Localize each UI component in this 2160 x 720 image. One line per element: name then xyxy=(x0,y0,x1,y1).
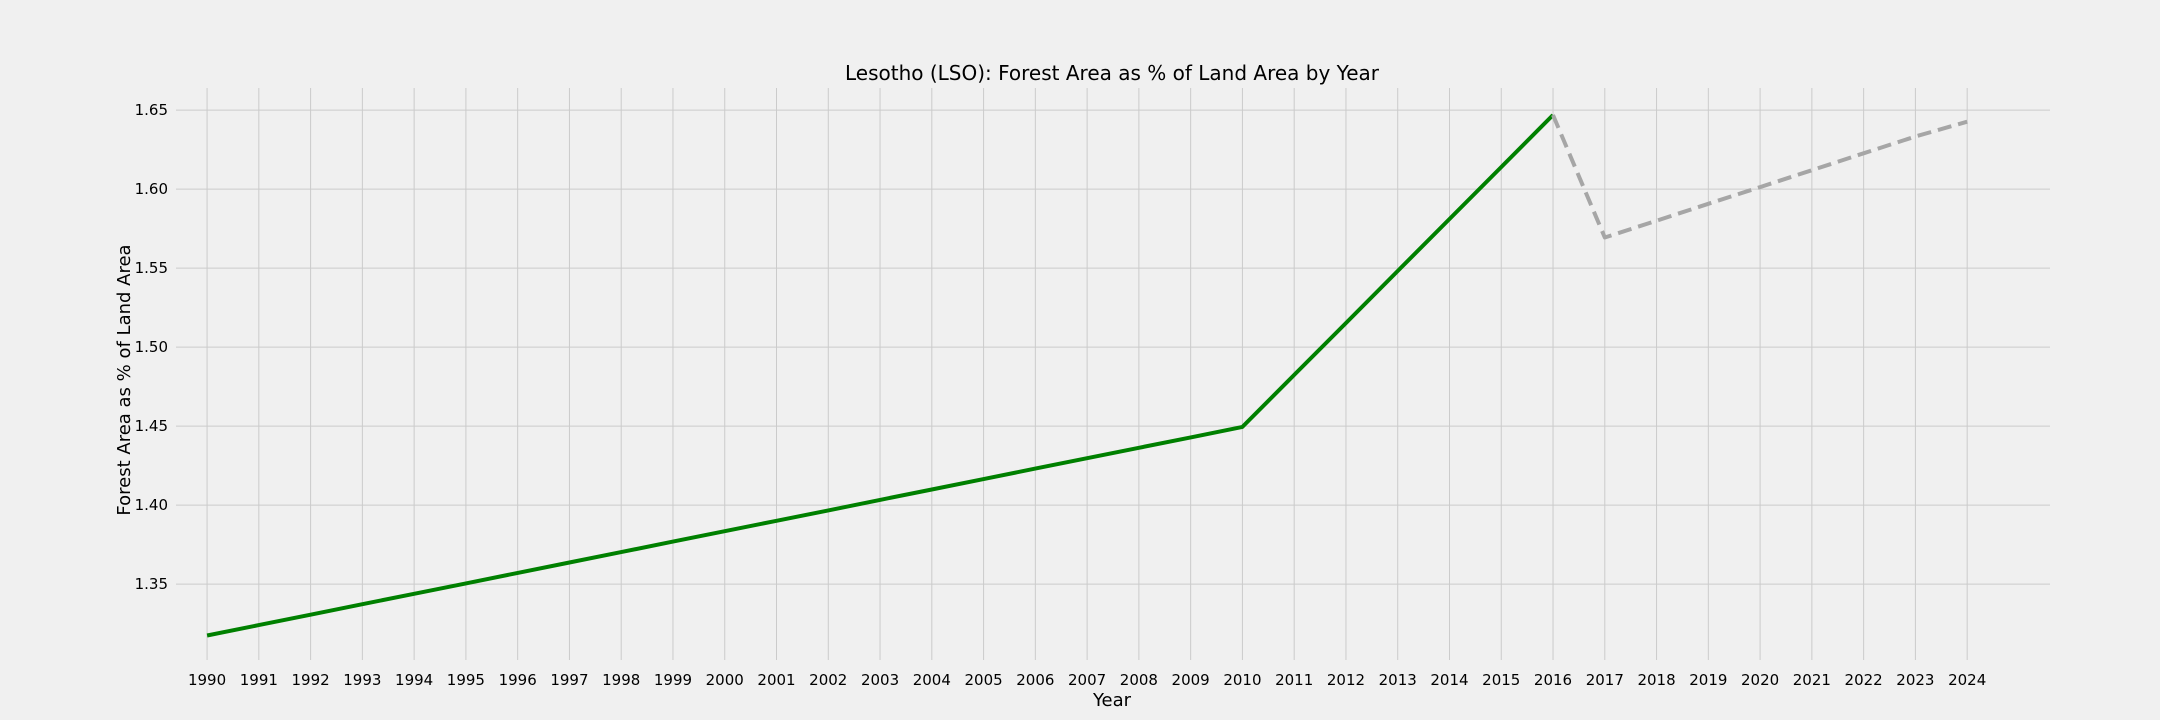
y-tick-label: 1.55 xyxy=(135,259,168,277)
x-tick-label: 1991 xyxy=(240,671,278,689)
series-lines xyxy=(206,113,1968,638)
y-tick-label: 1.40 xyxy=(135,496,168,514)
x-tick-label: 2009 xyxy=(1172,671,1210,689)
y-tick-label: 1.50 xyxy=(135,338,168,356)
x-tick-label: 2016 xyxy=(1534,671,1572,689)
x-tick-label: 2015 xyxy=(1482,671,1520,689)
x-tick-label: 2008 xyxy=(1120,671,1158,689)
x-tick-label: 2019 xyxy=(1689,671,1727,689)
x-tick-label: 2014 xyxy=(1430,671,1468,689)
x-tick-label: 1993 xyxy=(343,671,381,689)
x-tick-label: 1999 xyxy=(654,671,692,689)
x-tick-label: 2020 xyxy=(1741,671,1779,689)
x-tick-label: 2021 xyxy=(1793,671,1831,689)
y-tick-label: 1.35 xyxy=(135,575,168,593)
x-tick-label: 2023 xyxy=(1896,671,1934,689)
dashed-series-line xyxy=(1551,114,1968,240)
x-tick-label: 2006 xyxy=(1016,671,1054,689)
x-tick-label: 2005 xyxy=(964,671,1002,689)
x-tick-labels: 1990 1991 1992 1993 1994 1995 1996 1997 1998 1999… xyxy=(188,671,1986,689)
chart-title: Lesotho (LSO): Forest Area as % of Land … xyxy=(845,61,1380,85)
x-tick-label: 2017 xyxy=(1586,671,1624,689)
y-tick-label: 1.65 xyxy=(135,101,168,119)
x-tick-label: 1990 xyxy=(188,671,226,689)
x-tick-label: 2010 xyxy=(1223,671,1261,689)
x-tick-label: 1992 xyxy=(292,671,330,689)
grid-lines xyxy=(176,88,2050,660)
x-tick-label: 2022 xyxy=(1845,671,1883,689)
x-tick-label: 2004 xyxy=(913,671,951,689)
y-tick-label: 1.45 xyxy=(135,417,168,435)
x-tick-label: 1998 xyxy=(602,671,640,689)
y-axis-title: Forest Area as % of Land Area xyxy=(114,244,135,515)
x-tick-label: 2011 xyxy=(1275,671,1313,689)
y-tick-labels: 1.35 1.40 1.45 1.50 1.55 1.60 1.65 xyxy=(135,101,168,593)
x-tick-label: 1995 xyxy=(447,671,485,689)
x-tick-label: 2024 xyxy=(1948,671,1986,689)
x-axis-title: Year xyxy=(1092,690,1132,711)
x-tick-label: 1997 xyxy=(550,671,588,689)
y-tick-label: 1.60 xyxy=(135,180,168,198)
x-tick-label: 2018 xyxy=(1637,671,1675,689)
solid-series-line xyxy=(206,113,1555,638)
x-tick-label: 2001 xyxy=(757,671,795,689)
x-tick-label: 2003 xyxy=(861,671,899,689)
x-tick-label: 2007 xyxy=(1068,671,1106,689)
x-tick-label: 1994 xyxy=(395,671,433,689)
x-tick-label: 2002 xyxy=(809,671,847,689)
x-tick-label: 2000 xyxy=(706,671,744,689)
x-tick-label: 2012 xyxy=(1327,671,1365,689)
x-tick-label: 2013 xyxy=(1379,671,1417,689)
x-tick-label: 1996 xyxy=(499,671,537,689)
